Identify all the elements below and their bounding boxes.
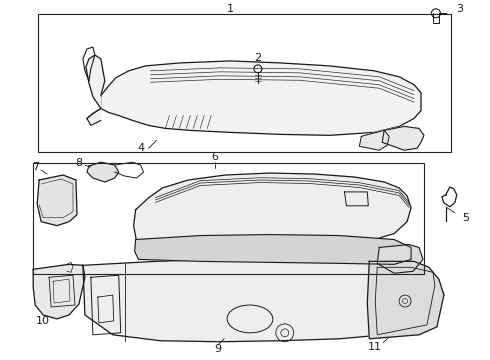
Text: 10: 10	[36, 316, 50, 326]
Text: 6: 6	[212, 152, 219, 162]
Polygon shape	[33, 264, 85, 319]
Text: 1: 1	[226, 4, 234, 14]
Polygon shape	[359, 130, 389, 150]
Polygon shape	[87, 162, 119, 182]
Polygon shape	[87, 109, 101, 125]
Text: 9: 9	[215, 344, 221, 354]
Polygon shape	[134, 173, 411, 251]
Polygon shape	[135, 235, 411, 264]
Polygon shape	[382, 126, 424, 150]
Bar	[33, 163, 424, 274]
Polygon shape	[101, 61, 421, 135]
Text: 8: 8	[75, 158, 82, 168]
Text: 4: 4	[137, 143, 144, 153]
Polygon shape	[86, 55, 105, 109]
Text: 11: 11	[368, 342, 382, 352]
Polygon shape	[368, 261, 444, 339]
Text: 7: 7	[32, 162, 39, 172]
Text: 5: 5	[462, 213, 469, 223]
Bar	[38, 14, 451, 152]
Polygon shape	[377, 244, 423, 273]
Text: 2: 2	[254, 53, 262, 63]
Polygon shape	[83, 258, 444, 342]
Text: 3: 3	[456, 4, 463, 14]
Polygon shape	[37, 175, 77, 226]
